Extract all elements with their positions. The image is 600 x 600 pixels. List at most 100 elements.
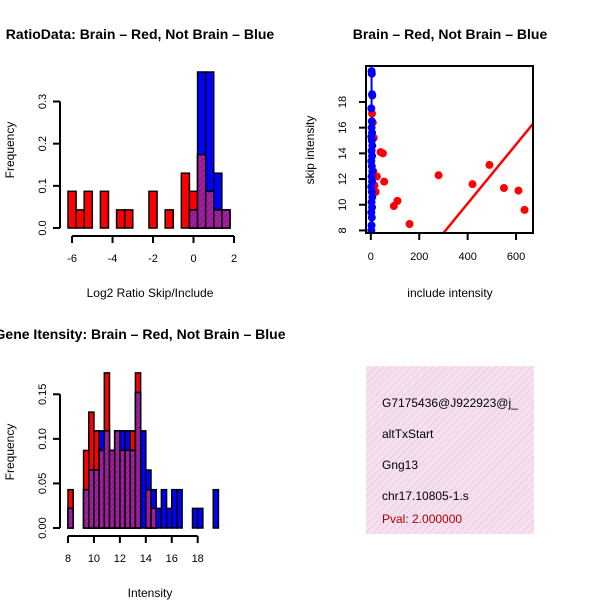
info-panel: G7175436@J922923@j_ altTxStart Gng13 chr… — [366, 366, 534, 534]
intensity-bar-overlap-11 — [134, 391, 142, 529]
intensity-bar-overlap-7 — [113, 430, 121, 529]
ratio-y-tick-label-1: 0.1 — [37, 178, 49, 193]
intensity-bar-overlap-0 — [67, 507, 74, 529]
ratio-x-tick-label-0: -6 — [67, 253, 77, 265]
intensity-title: Gene Itensity: Brain – Red, Not Brain – … — [0, 326, 286, 342]
info-line-1: G7175436@J922923@j_ — [382, 396, 518, 410]
intensity-bars — [67, 372, 220, 529]
scatter-y-tick-label-4: 16 — [337, 122, 349, 134]
intensity-bar-notbrain-12 — [139, 430, 147, 529]
intensity-x-tick-label-4: 16 — [166, 553, 178, 565]
ratio-axes: -6 -4 -2 0 2 0.0 0.1 0.2 0.3 — [37, 94, 237, 265]
ratio-x-tick-label-1: -4 — [108, 253, 118, 265]
ratio-bar-overlap-12 — [213, 209, 223, 229]
intensity-bar-notbrain-21 — [196, 507, 204, 529]
ratio-ylabel: Frequency — [3, 122, 17, 179]
intensity-bar-notbrain-18 — [171, 488, 178, 529]
info-line-2: altTxStart — [382, 427, 434, 441]
intensity-bar-overlap-4 — [98, 449, 106, 529]
info-line-3: Gng13 — [382, 458, 418, 472]
ratio-bar-overlap-13 — [221, 209, 231, 229]
intensity-bar-overlap-13 — [150, 507, 157, 529]
scatter-y-tick-label-0: 8 — [337, 227, 349, 233]
ratio-bar-brain-6 — [148, 190, 158, 229]
scatter-x-tick-label-1: 200 — [410, 251, 428, 263]
intensity-y-tick-label-1: 0.05 — [37, 473, 49, 494]
intensity-x-tick-label-3: 14 — [140, 553, 152, 565]
scatter-panel: Brain – Red, Not Brain – Blue include in… — [303, 26, 547, 300]
scatter-point-notbrain-1 — [367, 69, 376, 78]
intensity-x-tick-label-1: 10 — [88, 553, 100, 565]
ratio-x-tick-label-2: -2 — [148, 253, 158, 265]
scatter-point-notbrain-3 — [368, 91, 377, 100]
ratio-y-tick-label-0: 0.0 — [37, 220, 49, 235]
scatter-title: Brain – Red, Not Brain – Blue — [353, 26, 548, 42]
scatter-red-trend — [442, 123, 533, 233]
ratio-bar-brain-2 — [83, 190, 94, 229]
ratio-y-tick-label-2: 0.2 — [37, 136, 49, 151]
ratio-xlabel: Log2 Ratio Skip/Include — [87, 286, 214, 300]
intensity-bar-overlap-8 — [119, 449, 126, 529]
intensity-bar-notbrain-17 — [165, 507, 173, 529]
info-line-4: chr17.10805-1.s — [382, 489, 469, 503]
scatter-point-brain-9 — [380, 177, 389, 186]
scatter-y-tick-label-5: 18 — [337, 96, 349, 108]
scatter-frame — [365, 65, 534, 234]
scatter-point-brain-16 — [499, 184, 508, 193]
scatter-point-brain-14 — [468, 180, 477, 189]
scatter-x-tick-label-2: 400 — [458, 251, 476, 263]
scatter-point-brain-18 — [520, 205, 529, 214]
ratio-bar-brain-5 — [123, 209, 134, 229]
scatter-point-brain-11 — [393, 196, 402, 205]
intensity-bar-overlap-10 — [129, 449, 137, 529]
intensity-axes: 8 10 12 14 16 18 0.00 0.05 0.10 0.15 — [37, 384, 204, 565]
scatter-xlabel: include intensity — [407, 286, 492, 300]
scatter-x-tick-label-0: 0 — [368, 251, 374, 263]
scatter-point-notbrain-5 — [367, 117, 376, 126]
ratio-bar-overlap-10 — [196, 153, 207, 229]
intensity-y-tick-label-0: 0.00 — [37, 517, 49, 538]
ratio-bar-brain-7 — [164, 209, 175, 229]
ratio-bar-overlap-9 — [188, 209, 199, 229]
scatter-plot-area — [367, 67, 533, 233]
ratio-title: RatioData: Brain – Red, Not Brain – Blue — [6, 26, 275, 42]
intensity-panel: Gene Itensity: Brain – Red, Not Brain – … — [0, 326, 286, 600]
scatter-point-brain-8 — [378, 149, 387, 158]
ratio-y-tick-label-3: 0.3 — [37, 94, 49, 109]
scatter-point-notbrain-4 — [367, 104, 376, 113]
scatter-ylabel: skip intensity — [303, 116, 317, 185]
intensity-bar-overlap-1 — [82, 488, 90, 529]
intensity-bar-notbrain-15 — [155, 507, 163, 529]
scatter-y-tick-label-1: 10 — [337, 199, 349, 211]
intensity-x-tick-label-2: 12 — [114, 553, 126, 565]
intensity-y-tick-label-2: 0.10 — [37, 428, 49, 449]
ratio-bar-brain-1 — [75, 209, 85, 229]
info-pval: Pval: 2.000000 — [382, 512, 462, 526]
scatter-axes: 0 200 400 600 8 10 12 14 16 18 — [337, 65, 534, 263]
intensity-xlabel: Intensity — [128, 586, 173, 600]
intensity-bar-notbrain-20 — [191, 507, 199, 529]
intensity-y-tick-label-3: 0.15 — [37, 384, 49, 405]
intensity-bar-notbrain-19 — [176, 488, 183, 529]
intensity-bar-notbrain-16 — [160, 488, 168, 529]
ratio-x-tick-label-4: 2 — [231, 253, 237, 265]
intensity-bar-overlap-12 — [145, 488, 152, 529]
intensity-bar-overlap-5 — [103, 430, 111, 529]
ratio-bar-brain-0 — [67, 190, 77, 229]
scatter-y-tick-label-2: 12 — [337, 173, 349, 185]
intensity-bar-overlap-9 — [124, 449, 131, 529]
ratio-bars — [67, 71, 231, 229]
scatter-y-tick-label-3: 14 — [337, 147, 349, 159]
info-box — [366, 366, 534, 534]
ratio-bar-brain-3 — [99, 190, 110, 229]
intensity-x-tick-label-0: 8 — [65, 553, 71, 565]
intensity-bar-overlap-3 — [93, 469, 100, 529]
scatter-point-notbrain-26 — [367, 226, 376, 233]
intensity-bar-notbrain-22 — [212, 488, 220, 529]
scatter-x-tick-label-3: 600 — [507, 251, 525, 263]
intensity-bar-overlap-2 — [88, 469, 95, 529]
intensity-x-tick-label-5: 18 — [192, 553, 204, 565]
scatter-point-brain-17 — [514, 186, 523, 195]
ratio-bar-brain-4 — [115, 209, 126, 229]
